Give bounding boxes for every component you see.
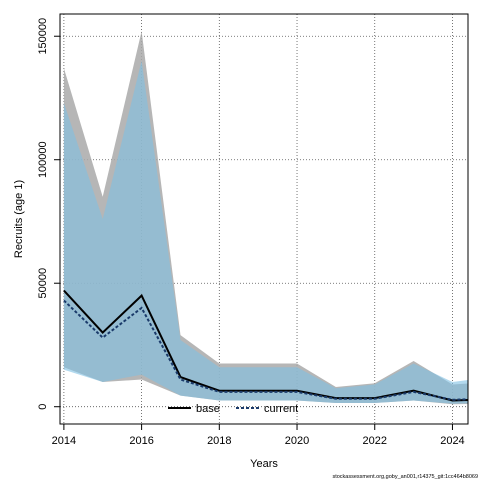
legend-label-base: base	[196, 403, 220, 415]
y-tick-label-150000: 150000	[37, 18, 49, 55]
x-tick-label-2018: 2018	[207, 435, 231, 447]
plot-frame	[59, 13, 469, 425]
x-tick-label-2020: 2020	[285, 435, 309, 447]
x-tick-label-2024: 2024	[440, 435, 464, 447]
footer-text: stockassessment.org,goby_an001,r14375_gi…	[332, 474, 478, 480]
x-tick-label-2022: 2022	[363, 435, 387, 447]
series-line-current	[63, 299, 468, 401]
y-tick-label-100000: 100000	[37, 141, 49, 178]
x-tick-label-2016: 2016	[129, 435, 153, 447]
y-tick-label-50000: 50000	[37, 268, 49, 299]
x-axis: 2014 2016 2018 2020 2022 2024	[52, 424, 465, 447]
x-tick-label-2014: 2014	[52, 435, 76, 447]
y-tick-label-0: 0	[37, 404, 49, 410]
x-axis-title: Years	[250, 458, 278, 470]
y-axis-title: Recruits (age 1)	[13, 180, 25, 258]
confidence-bands	[63, 31, 468, 405]
legend-label-current: current	[264, 403, 298, 415]
y-axis: 0 50000 100000 150000	[37, 18, 60, 410]
series-lines	[63, 289, 468, 402]
legend: base current	[168, 403, 298, 415]
band-current	[63, 60, 468, 404]
